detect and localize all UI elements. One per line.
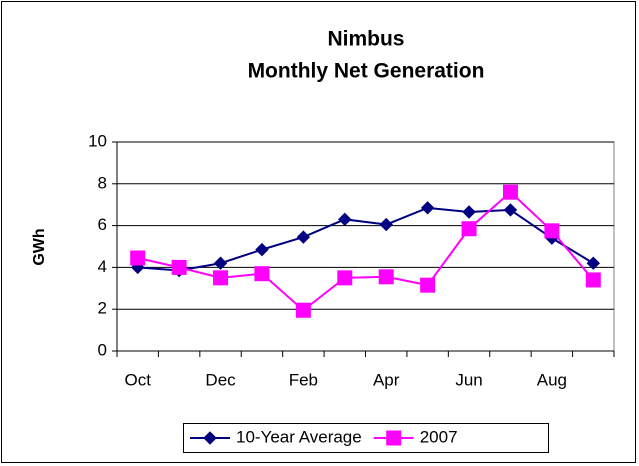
data-point bbox=[379, 217, 393, 232]
legend-label: 10-Year Average bbox=[236, 427, 362, 446]
x-tick-label: Apr bbox=[373, 370, 400, 389]
data-point bbox=[295, 302, 311, 318]
y-axis-label: GWh bbox=[31, 228, 48, 265]
data-point bbox=[461, 221, 477, 237]
data-point bbox=[420, 201, 435, 215]
data-point bbox=[213, 270, 229, 286]
data-point bbox=[213, 256, 228, 270]
data-point bbox=[171, 259, 187, 275]
legend-box bbox=[183, 423, 549, 453]
y-tick-label: 4 bbox=[98, 257, 107, 276]
x-tick-label: Feb bbox=[289, 370, 318, 389]
x-tick-label: Oct bbox=[124, 370, 151, 389]
data-point bbox=[586, 256, 600, 270]
x-tick-label: Jun bbox=[455, 370, 482, 389]
chart-title: Nimbus bbox=[327, 28, 404, 51]
data-point bbox=[130, 250, 146, 266]
y-tick-label: 8 bbox=[98, 173, 107, 192]
data-point bbox=[338, 212, 352, 227]
data-point bbox=[337, 270, 353, 286]
data-point bbox=[296, 230, 311, 244]
chart-subtitle: Monthly Net Generation bbox=[248, 60, 485, 83]
legend-label: 2007 bbox=[420, 427, 458, 446]
data-point bbox=[585, 272, 601, 288]
y-tick-label: 2 bbox=[98, 299, 107, 318]
y-tick-label: 0 bbox=[98, 340, 107, 359]
data-point bbox=[254, 266, 270, 282]
data-point bbox=[502, 184, 518, 200]
x-tick-label: Dec bbox=[205, 370, 236, 389]
y-tick-label: 6 bbox=[98, 215, 107, 234]
data-point bbox=[378, 269, 394, 285]
series-line bbox=[137, 206, 594, 272]
y-tick-label: 10 bbox=[88, 131, 107, 150]
plot-area bbox=[116, 141, 615, 352]
data-point bbox=[420, 277, 436, 293]
legend-marker bbox=[203, 431, 217, 445]
data-point bbox=[255, 242, 269, 257]
data-point bbox=[503, 203, 518, 217]
legend-marker bbox=[386, 430, 402, 446]
x-tick-label: Aug bbox=[537, 370, 567, 389]
data-point bbox=[544, 223, 560, 239]
data-point bbox=[462, 205, 476, 219]
